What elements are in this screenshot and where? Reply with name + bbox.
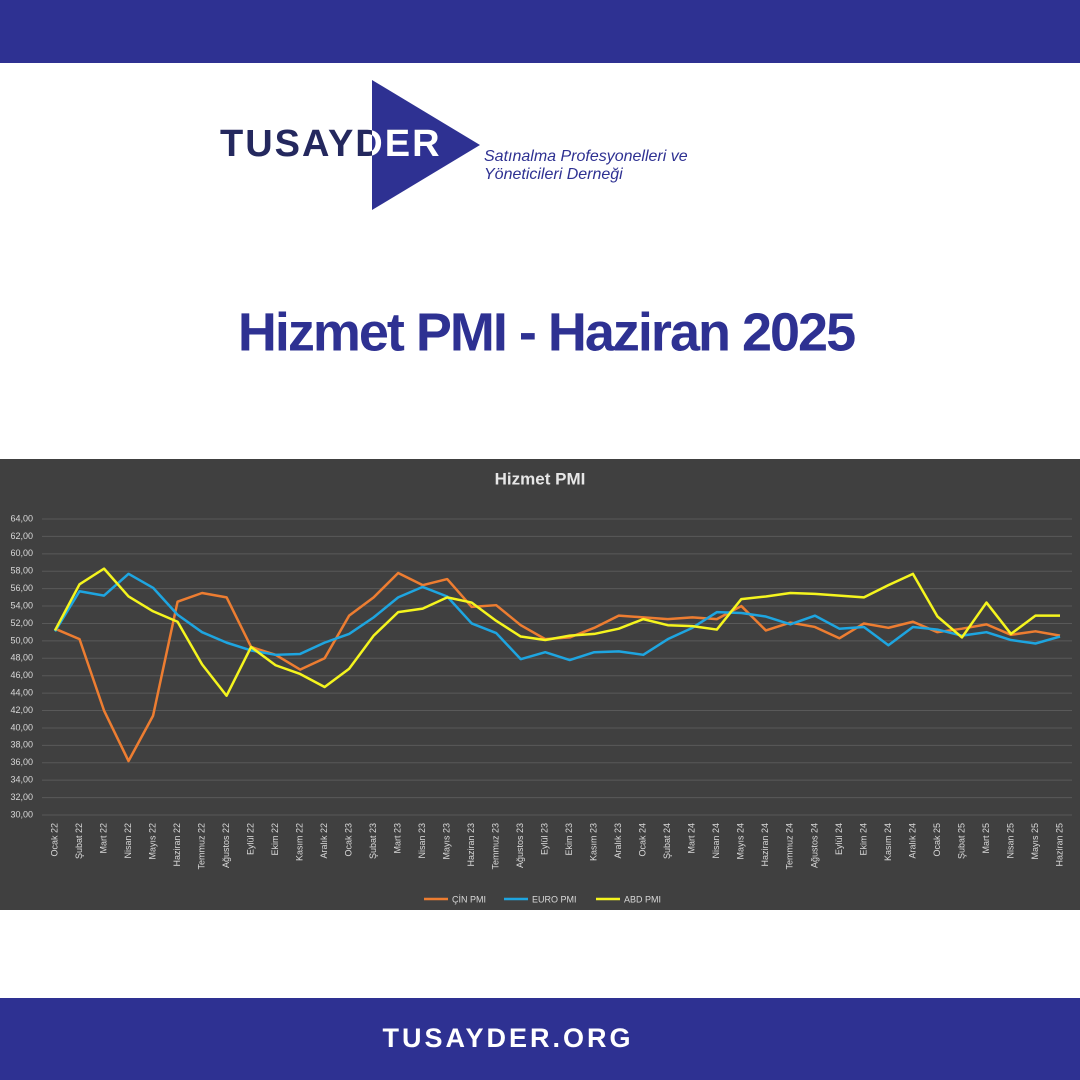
x-tick-label: Ağustos 22 <box>221 823 231 868</box>
x-tick-label: Nisan 23 <box>417 823 427 859</box>
x-tick-label: Haziran 24 <box>760 823 770 867</box>
y-tick-label: 54,00 <box>10 600 33 610</box>
x-tick-label: Mart 23 <box>393 823 403 854</box>
x-tick-label: Ekim 24 <box>858 823 868 856</box>
y-tick-label: 30,00 <box>10 809 33 819</box>
series-line <box>53 572 1061 662</box>
x-tick-label: Temmuz 24 <box>785 823 795 870</box>
y-tick-label: 64,00 <box>10 513 33 523</box>
x-tick-label: Haziran 25 <box>1054 823 1064 867</box>
x-tick-label: Temmuz 22 <box>196 823 206 870</box>
logo-tagline: Yöneticileri Derneği <box>484 166 623 183</box>
legend-label: EURO PMI <box>532 894 577 904</box>
x-tick-label: Mart 22 <box>98 823 108 854</box>
y-tick-label: 56,00 <box>10 583 33 593</box>
x-tick-label: Mart 24 <box>687 823 697 854</box>
x-tick-label: Haziran 23 <box>466 823 476 867</box>
y-tick-label: 50,00 <box>10 635 33 645</box>
x-tick-label: Kasım 22 <box>294 823 304 861</box>
y-tick-label: 34,00 <box>10 775 33 785</box>
x-tick-label: Ocak 23 <box>344 823 354 857</box>
y-tick-label: 62,00 <box>10 531 33 541</box>
x-tick-label: Ekim 23 <box>564 823 574 856</box>
footer-url: TUSAYDER.ORG <box>382 1023 633 1053</box>
x-tick-label: Ocak 25 <box>932 823 942 857</box>
y-tick-label: 40,00 <box>10 722 33 732</box>
x-tick-label: Nisan 24 <box>711 823 721 859</box>
chart-panel <box>0 459 1080 910</box>
y-tick-label: 42,00 <box>10 705 33 715</box>
x-tick-label: Haziran 22 <box>172 823 182 867</box>
x-tick-label: Ekim 22 <box>270 823 280 856</box>
y-tick-label: 58,00 <box>10 566 33 576</box>
legend-label: ABD PMI <box>624 894 661 904</box>
x-tick-label: Kasım 23 <box>589 823 599 861</box>
x-tick-label: Ağustos 23 <box>515 823 525 868</box>
x-tick-label: Mart 25 <box>981 823 991 854</box>
y-tick-label: 46,00 <box>10 670 33 680</box>
y-tick-label: 44,00 <box>10 687 33 697</box>
x-tick-label: Aralık 23 <box>613 823 623 859</box>
logo-triangle <box>372 80 480 210</box>
x-tick-label: Ocak 22 <box>49 823 59 857</box>
y-tick-label: 60,00 <box>10 548 33 558</box>
y-tick-label: 52,00 <box>10 618 33 628</box>
x-tick-label: Nisan 22 <box>123 823 133 859</box>
x-tick-label: Aralık 24 <box>907 823 917 859</box>
y-tick-label: 36,00 <box>10 757 33 767</box>
x-tick-label: Eylül 22 <box>245 823 255 855</box>
x-tick-label: Eylül 24 <box>834 823 844 855</box>
x-tick-label: Ocak 24 <box>638 823 648 857</box>
x-tick-label: Aralık 22 <box>319 823 329 859</box>
x-tick-label: Eylül 23 <box>540 823 550 855</box>
y-tick-label: 32,00 <box>10 792 33 802</box>
series-line <box>53 567 1060 697</box>
x-tick-label: Şubat 22 <box>74 823 84 859</box>
logo-text: TUSAYDER <box>220 123 442 165</box>
x-tick-label: Temmuz 23 <box>491 823 501 870</box>
x-tick-label: Mayıs 25 <box>1030 823 1040 860</box>
x-tick-label: Kasım 24 <box>883 823 893 861</box>
x-tick-label: Nisan 25 <box>1005 823 1015 859</box>
x-tick-label: Şubat 25 <box>956 823 966 859</box>
x-tick-label: Mayıs 22 <box>147 823 157 860</box>
top-bar <box>0 0 1080 63</box>
y-tick-label: 38,00 <box>10 740 33 750</box>
logo-tagline: Satınalma Profesyonelleri ve <box>484 148 688 165</box>
chart-title: Hizmet PMI <box>495 469 586 488</box>
x-tick-label: Şubat 23 <box>368 823 378 859</box>
x-tick-label: Şubat 24 <box>662 823 672 859</box>
x-tick-label: Ağustos 24 <box>809 823 819 868</box>
x-tick-label: Mayıs 24 <box>736 823 746 860</box>
bottom-bar <box>0 998 1080 1080</box>
x-tick-label: Mayıs 23 <box>442 823 452 860</box>
logo-text-overlay: TUSAYDER <box>220 123 442 165</box>
y-tick-label: 48,00 <box>10 653 33 663</box>
legend-label: ÇİN PMI <box>452 894 486 904</box>
page-title: Hizmet PMI - Haziran 2025 <box>238 302 855 362</box>
